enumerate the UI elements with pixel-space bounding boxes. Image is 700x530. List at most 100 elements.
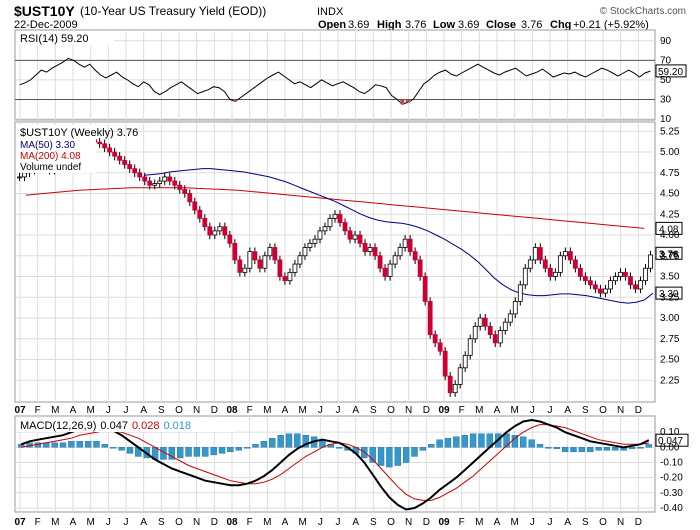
candle-body: [382, 267, 388, 277]
candle-body: [322, 226, 328, 232]
x-tick-label: M: [86, 405, 94, 416]
candle-body: [497, 330, 503, 344]
low-value: 3.69: [458, 19, 479, 31]
x-tick-label-bottom: F: [35, 517, 41, 528]
x-tick-label: N: [617, 405, 624, 416]
macd-histogram-bar: [536, 444, 544, 448]
candle-body: [172, 180, 178, 186]
candle-body: [207, 226, 213, 236]
x-tick-label-bottom: J: [336, 517, 341, 528]
chart-description: (10-Year US Treasury Yield (EOD)): [80, 4, 266, 18]
x-tick-label: J: [124, 405, 129, 416]
price-tick-label: 3.50: [660, 272, 680, 283]
x-tick-label: 07: [14, 405, 26, 416]
candle-body: [222, 226, 228, 236]
x-tick-label: N: [405, 405, 412, 416]
candle-body: [472, 325, 478, 340]
macd-histogram-bar: [561, 447, 569, 453]
x-tick-label: J: [530, 405, 535, 416]
candle-body: [142, 176, 148, 182]
rsi-line: [19, 57, 651, 105]
axis-layer: 0707FFMMAAMMJJJJAASSOONNDD0808FFMMAAMMJJ…: [14, 36, 683, 528]
candle-body: [427, 301, 433, 336]
macd-histogram-bar: [176, 447, 184, 459]
x-tick-label: 09: [438, 405, 450, 416]
candle-body: [327, 218, 333, 228]
macd-histogram-bar: [628, 447, 636, 450]
candle-body: [267, 247, 273, 257]
x-tick-label: O: [175, 405, 183, 416]
rsi-tick-label: 90: [660, 36, 672, 47]
watermark: © StockCharts.com: [600, 6, 686, 17]
open-label: Open: [318, 19, 346, 31]
candle-body: [447, 375, 453, 394]
open-value: 3.69: [348, 19, 369, 31]
candle-body: [307, 242, 313, 248]
macd-histogram-bar: [595, 447, 602, 451]
candle-body: [312, 238, 318, 244]
rsi-tick-label: 30: [660, 94, 672, 105]
macd-histogram-bar: [93, 441, 100, 448]
candle-body: [112, 151, 118, 157]
macd-histogram-bar: [302, 434, 309, 448]
macd-histogram-bar: [369, 447, 376, 463]
candle-body: [547, 267, 553, 277]
candle-body: [452, 384, 458, 394]
candle-body: [237, 259, 243, 273]
candle-body: [337, 213, 343, 223]
macd-tick-label: -0.40: [660, 503, 683, 514]
volume-legend: Volume undef: [20, 162, 81, 173]
rsi-last-label: 59.20: [658, 67, 683, 78]
x-tick-label: S: [582, 405, 589, 416]
grid-layer: [15, 30, 655, 512]
x-tick-label-bottom: S: [158, 517, 165, 528]
macd-histogram-bar: [260, 441, 268, 448]
macd-histogram-bar: [587, 447, 594, 453]
candle-body: [482, 317, 488, 327]
x-tick-label-bottom: 07: [14, 517, 26, 528]
candle-body: [588, 280, 593, 286]
macd-histogram-bar: [444, 438, 452, 448]
ma50-label: 3.30: [659, 289, 679, 300]
candle-body: [542, 259, 548, 269]
x-tick-label-bottom: A: [282, 517, 289, 528]
macd-histogram-bar: [411, 447, 418, 457]
candle-body: [252, 251, 258, 261]
macd-histogram-bar: [545, 447, 552, 449]
close-label: Close: [486, 19, 516, 31]
price-tick-label: 2.25: [660, 375, 680, 386]
candle-body: [492, 334, 498, 344]
candle-body: [487, 325, 493, 336]
candle-body: [608, 280, 613, 290]
macd-histogram-bar: [386, 447, 393, 468]
candle-body: [537, 247, 543, 261]
x-tick-label: D: [211, 405, 218, 416]
x-tick-label-bottom: A: [70, 517, 77, 528]
macd-tick-label: -0.10: [660, 457, 683, 468]
x-tick-label-bottom: M: [475, 517, 483, 528]
candle-body: [342, 222, 348, 232]
rsi-last-badge: [655, 64, 687, 78]
candle-body: [522, 267, 528, 286]
chart-exchange: INDX: [317, 6, 344, 18]
macd-histogram-bar: [59, 442, 67, 448]
candle-body: [593, 284, 598, 290]
candle-body: [167, 176, 173, 182]
price-tick-label: 3.75: [660, 251, 680, 262]
chart-symbol: $UST10Y: [14, 3, 75, 19]
macd-title-signal: 0.028: [132, 420, 160, 432]
candle-body: [282, 276, 288, 282]
macd-histogram-bar: [335, 447, 343, 449]
x-tick-label: O: [387, 405, 395, 416]
candle-body: [107, 147, 113, 153]
macd-histogram-bar: [570, 447, 577, 453]
x-tick-label: J: [336, 405, 341, 416]
candle-body: [182, 188, 188, 194]
x-tick-label-bottom: M: [298, 517, 306, 528]
candle-body: [377, 255, 383, 269]
macd-histogram-bar: [419, 447, 427, 451]
x-tick-label-bottom: O: [387, 517, 395, 528]
x-tick-label-bottom: M: [510, 517, 518, 528]
x-tick-label-bottom: N: [405, 517, 412, 528]
macd-histogram-bar: [453, 436, 460, 448]
